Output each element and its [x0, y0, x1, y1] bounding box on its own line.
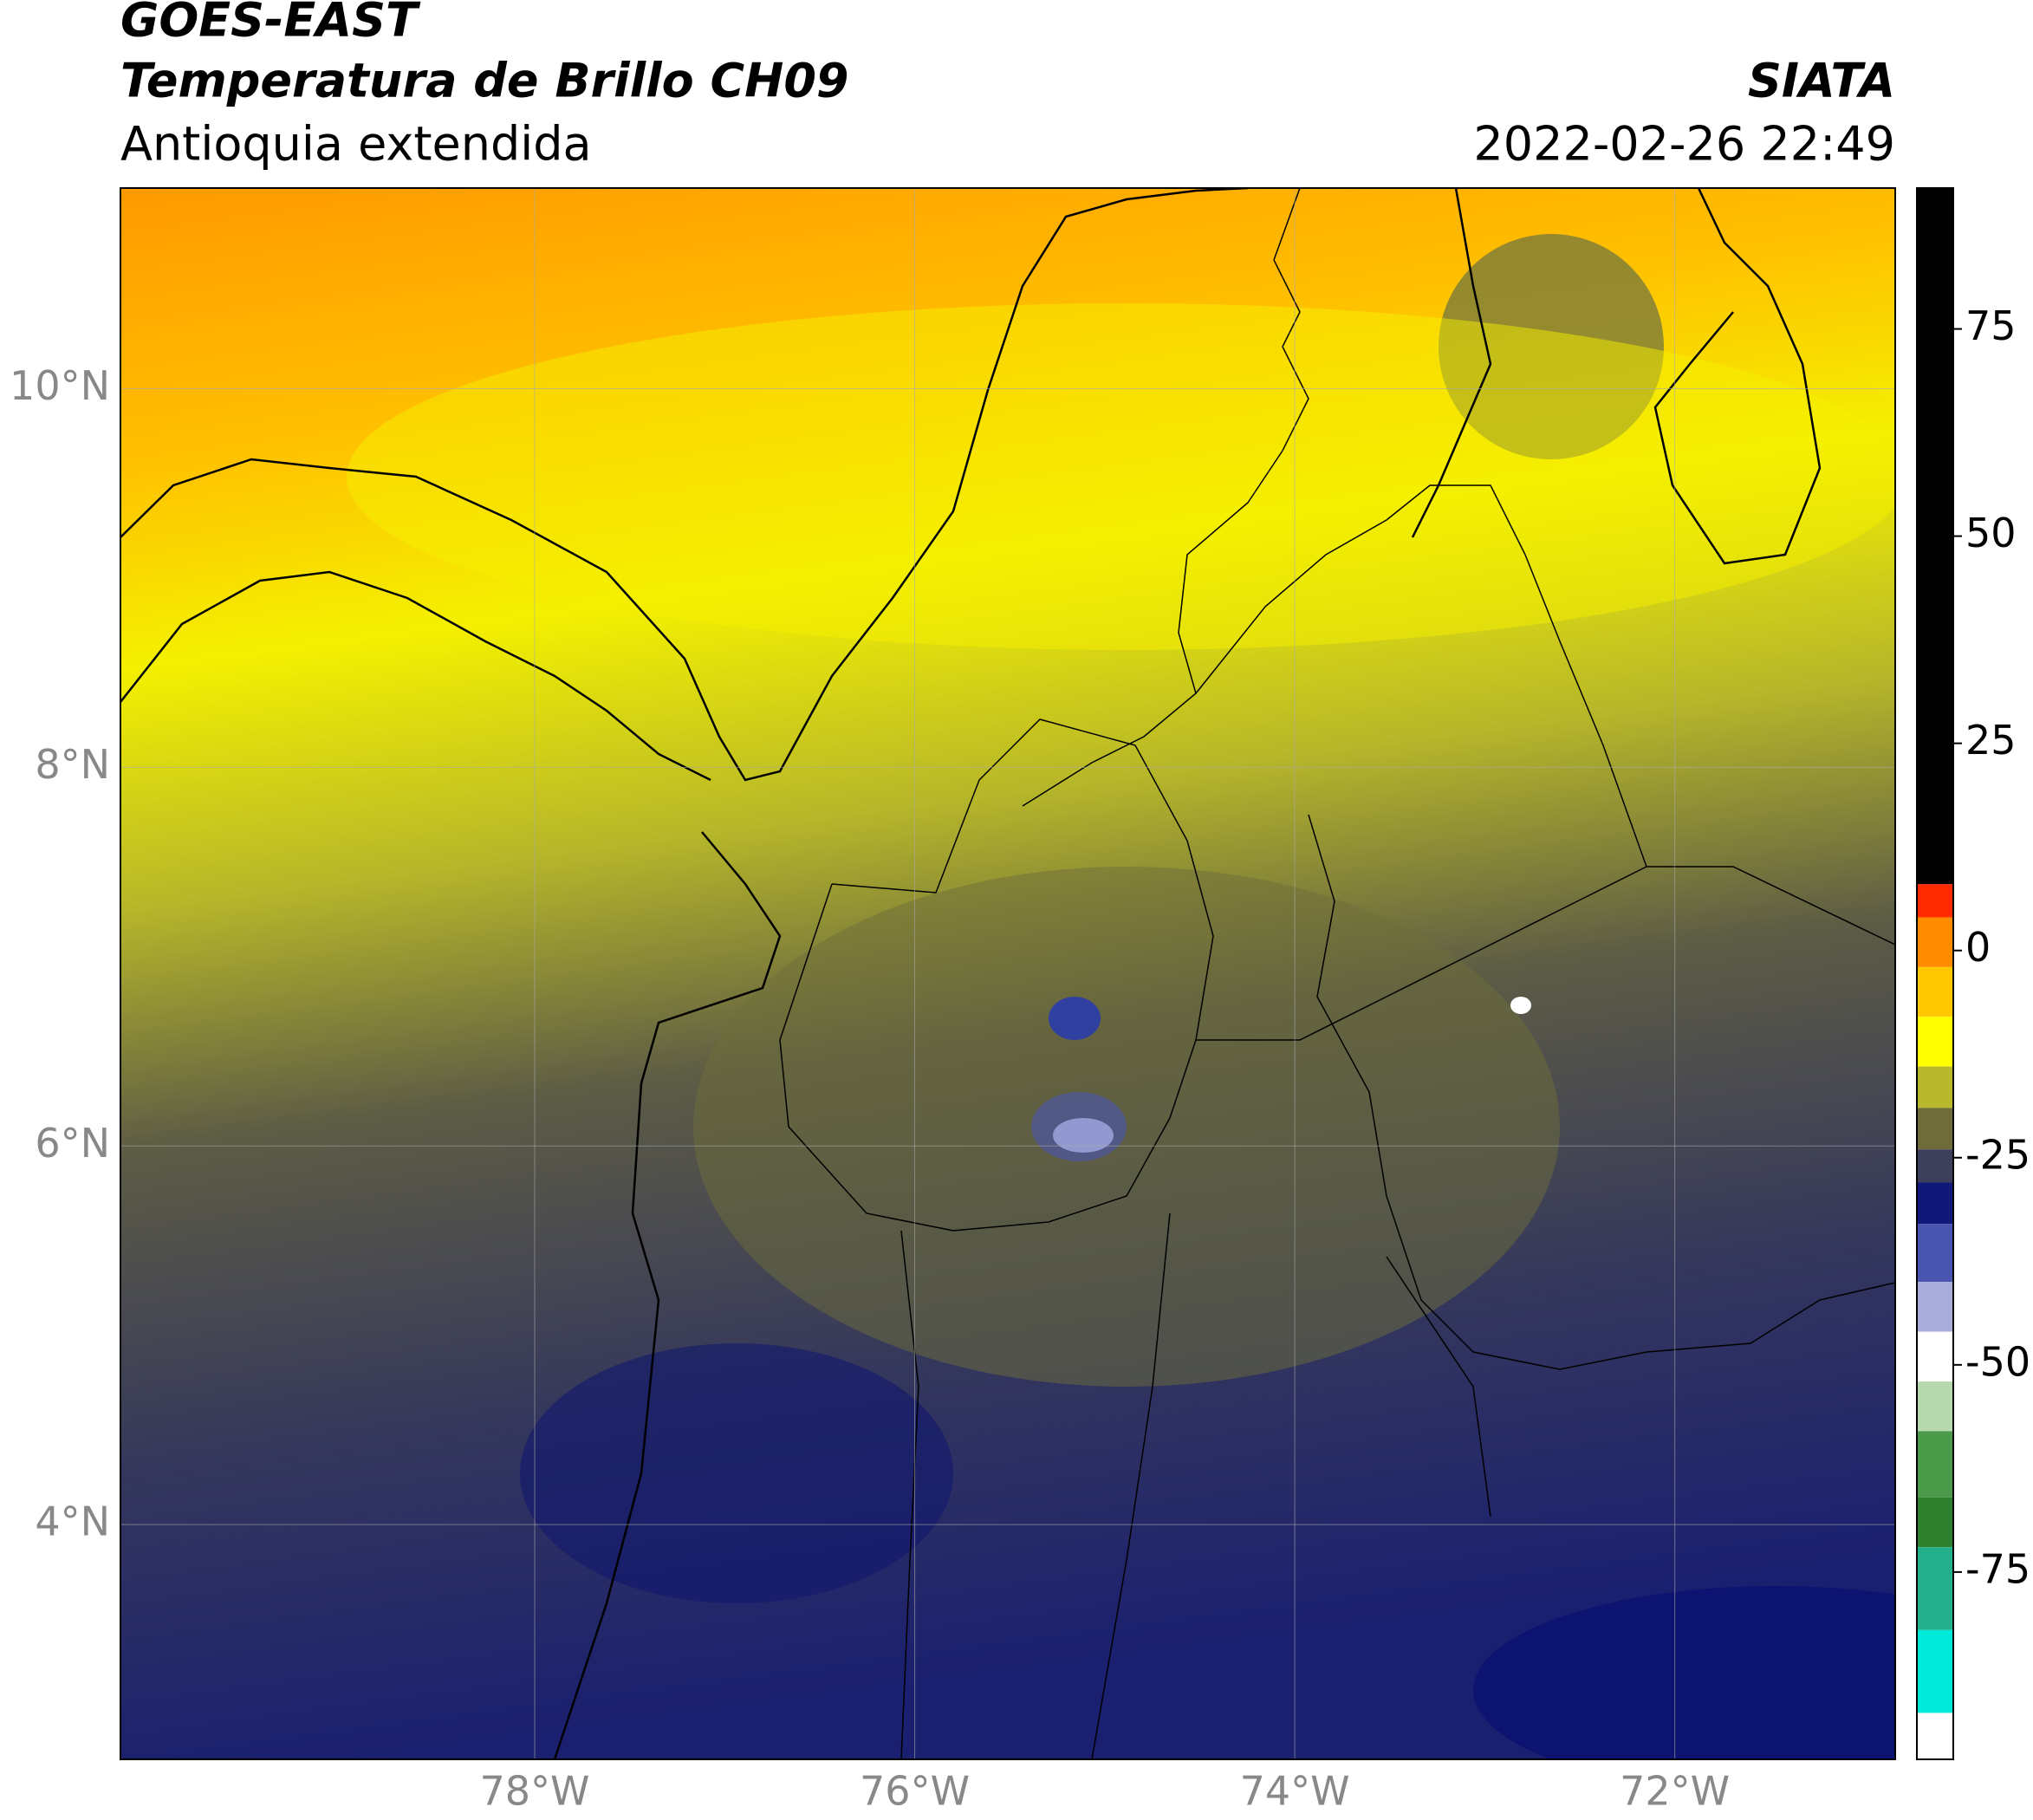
colorbar-tick-label: -25	[1965, 1131, 2030, 1178]
colorbar-tick-label: 0	[1965, 924, 1991, 971]
map-frame	[120, 187, 1896, 1760]
colorbar-tick-label: 50	[1965, 510, 2017, 556]
y-tick-label: 10°N	[10, 362, 110, 409]
colorbar-band	[1917, 1149, 1953, 1183]
subtitle: Temperatura de Brillo CH09	[120, 54, 849, 108]
x-tick-label: 74°W	[1240, 1768, 1350, 1815]
colorbar-frame	[1916, 187, 1954, 1760]
colorbar-band	[1917, 1066, 1953, 1108]
satellite-image	[120, 188, 1895, 1759]
x-tick-label: 78°W	[479, 1768, 589, 1815]
colorbar-band	[1917, 1017, 1953, 1067]
colorbar-band	[1917, 966, 1953, 1017]
title: GOES-EAST	[120, 0, 421, 48]
colorbar-band	[1917, 917, 1953, 967]
colorbar-band	[1917, 1108, 1953, 1150]
x-tick-label: 72°W	[1620, 1768, 1730, 1815]
colorbar-band	[1917, 1224, 1953, 1283]
y-tick-label: 8°N	[35, 741, 110, 788]
colorbar-band	[1917, 1182, 1953, 1225]
colorbar-tick-label: -50	[1965, 1338, 2030, 1385]
colorbar-band	[1917, 1431, 1953, 1498]
x-tick-label: 76°W	[860, 1768, 970, 1815]
colorbar-band	[1917, 884, 1953, 918]
colorbar-tick-label: 75	[1965, 302, 2017, 349]
grid	[120, 188, 1895, 1759]
colorbar-band	[1917, 1282, 1953, 1332]
timestamp: 2022-02-26 22:49	[1473, 117, 1895, 172]
colorbar-band	[1917, 1547, 1953, 1630]
colorbar-tick-label: 25	[1965, 717, 2017, 764]
y-tick-label: 4°N	[35, 1498, 110, 1545]
colorbar-band	[1917, 1381, 1953, 1432]
colorbar	[1917, 188, 1962, 1759]
colorbar-band	[1917, 188, 1953, 885]
source: SIATA	[1748, 54, 1895, 108]
region: Antioquia extendida	[120, 117, 592, 172]
colorbar-band	[1917, 1331, 1953, 1381]
y-tick-label: 6°N	[35, 1120, 110, 1167]
colorbar-tick-label: -75	[1965, 1545, 2030, 1592]
colorbar-band	[1917, 1713, 1953, 1759]
colorbar-band	[1917, 1629, 1953, 1713]
colorbar-band	[1917, 1497, 1953, 1548]
